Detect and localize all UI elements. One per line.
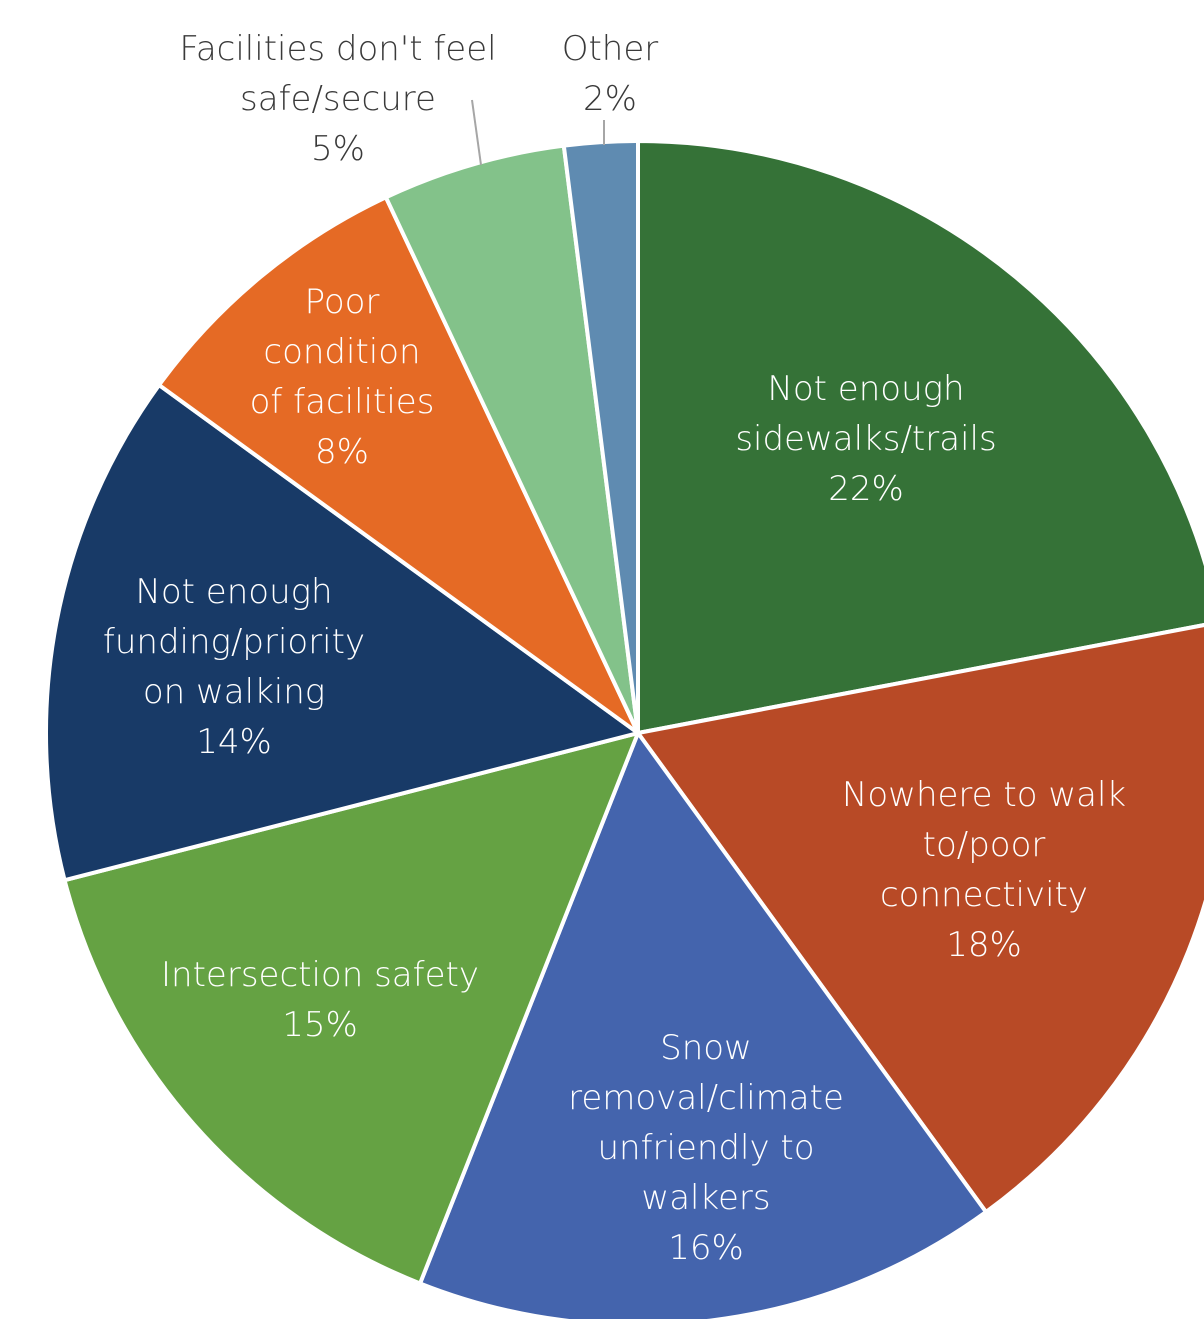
slice-percent-label: 15% <box>282 1005 358 1045</box>
slice-percent-label: 5% <box>311 129 365 169</box>
slice-labels: Not enough sidewalks/trails 22% Nowhere to … <box>103 29 1126 1268</box>
pie-slice-2 <box>418 731 988 1319</box>
slice-category-label: Intersection safety <box>161 955 479 995</box>
pie-slices <box>44 139 1204 1319</box>
slice-category-label: walkers <box>641 1178 770 1218</box>
slice-category-label: condition <box>263 332 420 372</box>
slice-category-label: Not enough <box>135 572 332 612</box>
slice-category-label: sidewalks/trails <box>735 419 996 459</box>
slice-percent-label: 8% <box>315 432 369 472</box>
slice-percent-label: 16% <box>668 1228 744 1268</box>
slice-category-label: Facilities don't feel <box>179 29 496 69</box>
pie-slice-4 <box>44 383 640 883</box>
pie-slice-5 <box>157 195 640 735</box>
pie-slice-1 <box>636 622 1204 1214</box>
slice-percent-label: 14% <box>196 722 272 762</box>
slice-category-label: unfriendly to <box>597 1128 814 1168</box>
pie-slice-3 <box>62 731 640 1286</box>
slice-category-label: Poor <box>305 282 380 322</box>
slice-label-2: Snow removal/climate unfriendly to walkers 1… <box>568 1028 844 1268</box>
slice-label-1: Nowhere to walk to/poor connectivity 18% <box>842 775 1126 965</box>
slice-label-3: Intersection safety 15% <box>161 955 479 1045</box>
slice-percent-label: 18% <box>946 925 1022 965</box>
slice-category-label: to/poor <box>923 825 1046 865</box>
slice-label-0: Not enough sidewalks/trails 22% <box>735 369 996 509</box>
slice-category-label: Snow <box>660 1028 752 1068</box>
slice-percent-label: 2% <box>583 79 637 119</box>
slice-category-label: funding/priority <box>103 622 365 662</box>
pie-slice-0 <box>636 139 1204 735</box>
slice-label-5: Poor condition of facilities 8% <box>250 282 435 472</box>
slice-label-7: Other 2% <box>562 29 659 119</box>
slice-category-label: safe/secure <box>240 79 436 119</box>
slice-category-label: Other <box>562 29 659 69</box>
slice-category-label: of facilities <box>250 382 435 422</box>
slice-percent-label: 22% <box>828 469 904 509</box>
pie-slice-7 <box>561 139 640 735</box>
slice-category-label: on walking <box>143 672 325 712</box>
slice-category-label: Not enough <box>767 369 964 409</box>
slice-label-4: Not enough funding/priority on walking 14% <box>103 572 365 762</box>
slice-category-label: removal/climate <box>568 1078 844 1118</box>
leader-lines <box>471 99 605 166</box>
leader-line-6 <box>471 99 482 166</box>
slice-category-label: Nowhere to walk <box>842 775 1126 815</box>
slice-category-label: connectivity <box>880 875 1088 915</box>
slice-label-6: Facilities don't feel safe/secure 5% <box>179 29 496 169</box>
pie-slice-6 <box>383 143 640 735</box>
